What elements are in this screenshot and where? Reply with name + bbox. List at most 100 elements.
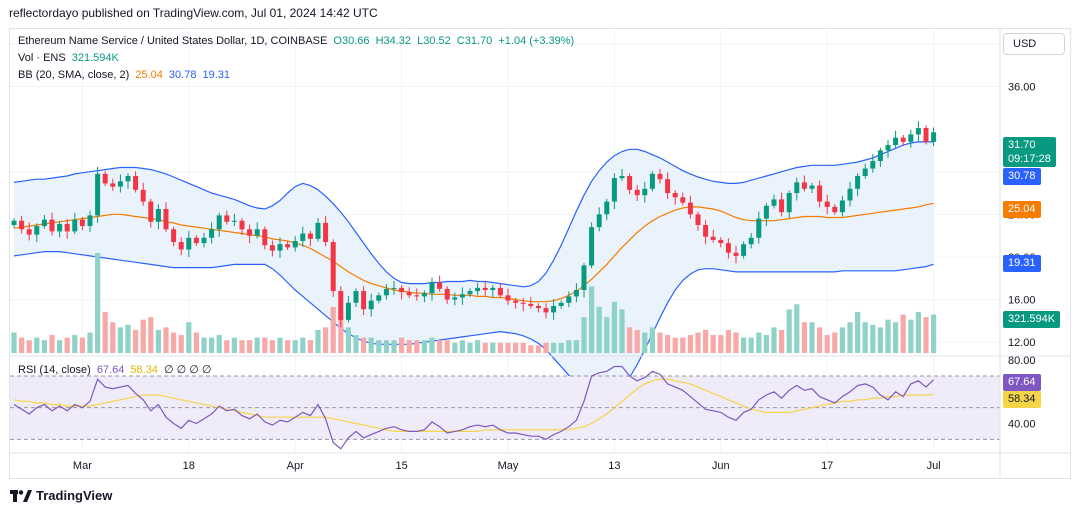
volume-bar <box>908 319 914 353</box>
candle-body <box>429 282 435 294</box>
candle-body <box>285 244 291 248</box>
time-tick-label: Mar <box>73 460 92 472</box>
volume-bar <box>300 337 306 353</box>
candle-body <box>193 237 199 244</box>
countdown: 09:17:28 <box>1008 153 1051 165</box>
candle-body <box>695 214 701 225</box>
volume-bar <box>307 340 313 353</box>
candle-body <box>634 189 640 196</box>
candle-body <box>703 225 709 237</box>
candle-body <box>809 185 815 189</box>
volume-bar <box>604 317 610 353</box>
candle-body <box>201 237 207 244</box>
candle-body <box>140 189 146 202</box>
volume-bar <box>558 342 564 353</box>
volume-bar <box>34 337 40 353</box>
volume-bar <box>49 335 55 353</box>
volume-bar <box>391 340 397 353</box>
candle-body <box>839 200 845 213</box>
bb-upper-value: 30.78 <box>168 69 197 81</box>
volume-bar <box>763 335 769 353</box>
candle-body <box>87 215 93 227</box>
candle-body <box>338 291 344 320</box>
candle-body <box>406 292 412 296</box>
rsi-legend[interactable]: RSI (14, close) 67.64 58.34 ∅ ∅ ∅ ∅ <box>18 363 215 376</box>
candle-body <box>611 178 617 202</box>
candle-body <box>665 179 671 194</box>
candle-body <box>102 173 108 184</box>
candle-body <box>893 137 899 146</box>
symbol-legend[interactable]: Ethereum Name Service / United States Do… <box>18 35 577 47</box>
volume-bar <box>619 309 625 353</box>
volume-bar <box>239 340 245 353</box>
volume-bar <box>543 342 549 353</box>
volume-bar <box>345 327 351 353</box>
volume-bar <box>330 306 336 353</box>
candle-body <box>801 182 807 189</box>
bb-legend[interactable]: BB (20, SMA, close, 2) 25.04 30.78 19.31 <box>18 69 233 81</box>
volume-bar <box>444 340 450 353</box>
bb-lower-line <box>13 251 934 400</box>
volume-bar <box>269 340 275 353</box>
volume-value: 321.594K <box>71 52 119 64</box>
volume-bar <box>482 342 488 353</box>
candle-body <box>756 218 762 238</box>
currency-button[interactable]: USD <box>1003 33 1065 55</box>
volume-bar <box>513 342 519 353</box>
volume-bar <box>756 332 762 353</box>
candle-body <box>680 197 686 203</box>
volume-bar <box>490 342 496 353</box>
volume-bar <box>741 337 747 353</box>
volume-bar <box>801 322 807 353</box>
candle-body <box>254 229 260 236</box>
volume-bar <box>224 340 230 353</box>
volume-bar <box>231 337 237 353</box>
candle-body <box>110 183 116 187</box>
volume-bar <box>672 337 678 353</box>
ohlc-close: C31.70 <box>456 35 493 47</box>
volume-bar <box>383 340 389 353</box>
volume-bar <box>414 340 420 353</box>
candle-body <box>186 237 192 250</box>
volume-bar <box>133 329 139 353</box>
volume-bar <box>125 324 131 353</box>
volume-bar <box>41 340 47 353</box>
last-price-tag: 31.70 09:17:28 <box>1003 137 1056 167</box>
tradingview-logo[interactable]: TradingView <box>10 488 112 503</box>
volume-bar <box>171 332 177 353</box>
volume-bar <box>505 342 511 353</box>
candle-body <box>535 305 541 309</box>
bb-upper-line <box>13 141 934 288</box>
volume-bar <box>87 332 93 353</box>
candle-body <box>95 173 101 216</box>
candle-body <box>117 181 123 187</box>
candle-body <box>345 302 351 320</box>
candle-body <box>269 245 275 251</box>
candle-body <box>657 173 663 180</box>
candle-body <box>847 188 853 201</box>
candle-body <box>589 227 595 266</box>
candle-body <box>672 193 678 198</box>
candle-body <box>718 239 724 244</box>
ohlc-high: H34.32 <box>375 35 412 47</box>
candle-body <box>596 214 602 228</box>
candle-body <box>862 168 868 176</box>
volume-bar <box>315 329 321 353</box>
rsi-empty-values: ∅ ∅ ∅ ∅ <box>164 364 212 376</box>
volume-bar <box>254 337 260 353</box>
volume-bar <box>847 322 853 353</box>
volume-bar <box>923 317 929 353</box>
rsi-tick-label: 80.00 <box>1008 355 1036 367</box>
candle-body <box>399 287 405 293</box>
rsi-ma-value: 58.34 <box>130 364 158 376</box>
volume-legend[interactable]: Vol · ENS 321.594K <box>18 52 122 64</box>
ohlc-open: O30.66 <box>333 35 370 47</box>
candle-body <box>604 201 610 215</box>
candle-body <box>900 137 906 142</box>
volume-bar <box>718 335 724 353</box>
candle-body <box>26 229 32 235</box>
candle-body <box>687 202 693 215</box>
volume-bar <box>748 337 754 353</box>
bollinger-bands <box>13 141 934 400</box>
